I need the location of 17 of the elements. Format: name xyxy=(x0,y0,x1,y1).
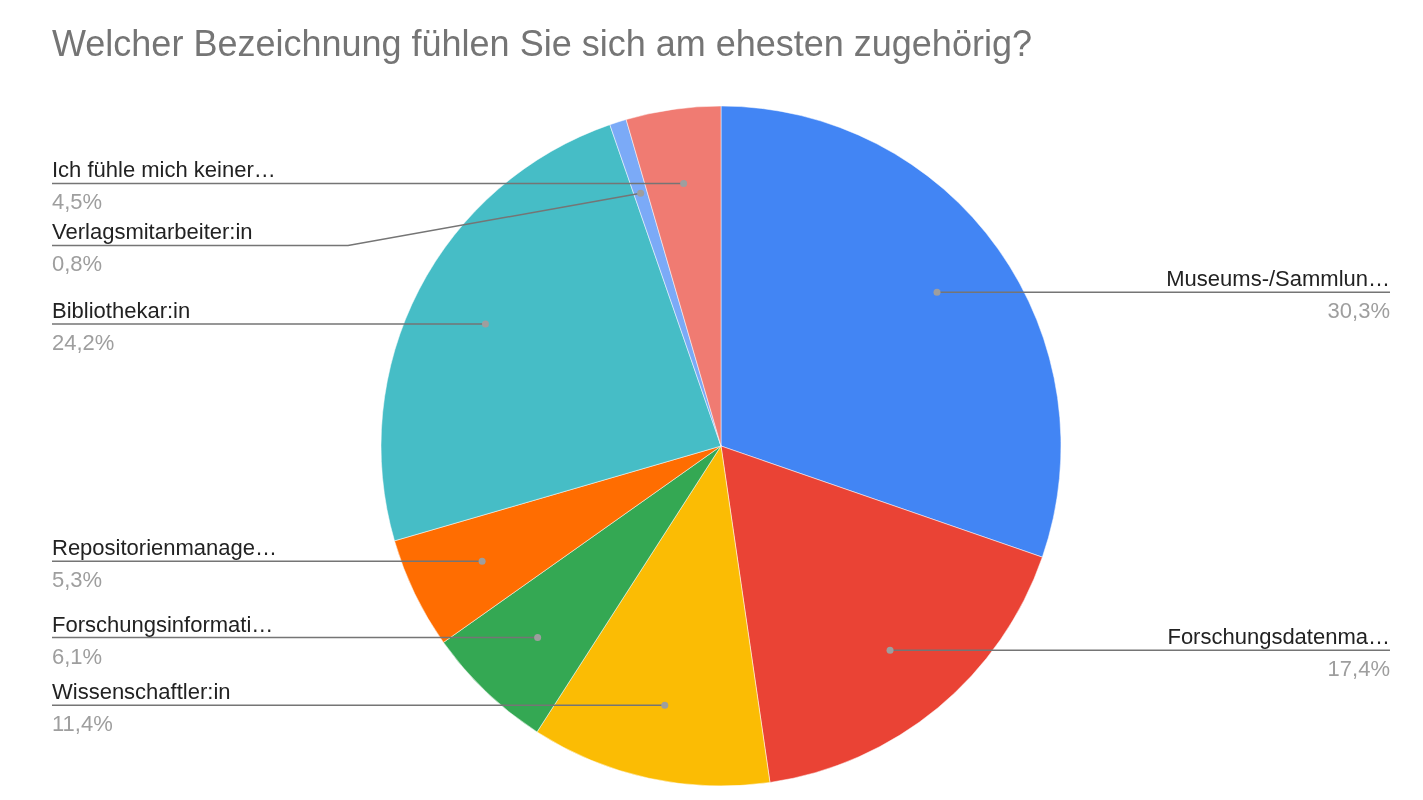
slice-label: Ich fühle mich keiner… xyxy=(52,157,276,183)
data-label: 5,3% xyxy=(52,567,103,593)
data-label: 11,4% xyxy=(52,711,113,737)
slice-label: Museums-/Sammlun… xyxy=(1166,266,1390,292)
data-label: 30,3% xyxy=(1327,298,1390,324)
data-label: 6,1% xyxy=(52,643,103,669)
slice-label: Forschungsinformati… xyxy=(52,611,274,637)
data-label: 24,2% xyxy=(52,330,115,356)
data-label: 0,8% xyxy=(52,251,103,277)
slice-label: Verlagsmitarbeiter:in xyxy=(52,219,253,245)
slice-label: Forschungsdatenma… xyxy=(1167,624,1390,650)
data-label: 17,4% xyxy=(1327,656,1390,682)
slice-label: Repositorienmanage… xyxy=(52,535,278,561)
chart-title: Welcher Bezeichnung fühlen Sie sich am ehesten zugehörig? xyxy=(52,23,1032,64)
data-label: 4,5% xyxy=(52,189,103,215)
slice-label: Bibliothekar:in xyxy=(52,298,191,324)
slice-label: Wissenschaftler:in xyxy=(52,679,231,705)
